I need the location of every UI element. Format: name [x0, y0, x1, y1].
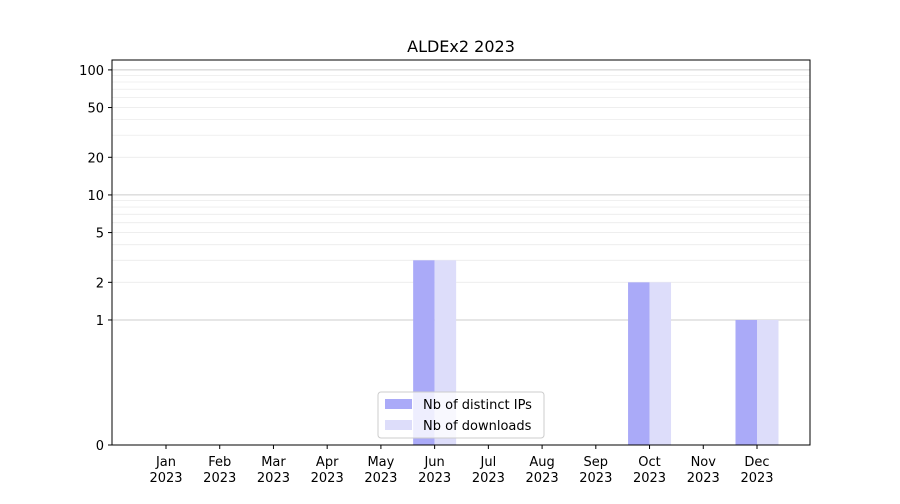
y-tick-label: 2 — [96, 276, 104, 291]
y-tick-label: 20 — [87, 151, 104, 166]
legend-label: Nb of distinct IPs — [423, 398, 532, 413]
x-tick-label-month: Jun — [423, 455, 444, 470]
plot-frame — [111, 59, 811, 446]
x-tick-label-month: Aug — [529, 455, 554, 470]
x-tick-label-year: 2023 — [687, 471, 720, 486]
x-tick-label-month: May — [367, 455, 394, 470]
bar — [757, 319, 779, 445]
x-tick-label-year: 2023 — [149, 471, 182, 486]
x-tick-label-month: Oct — [638, 455, 660, 470]
x-tick-label-year: 2023 — [311, 471, 344, 486]
legend-swatch — [385, 399, 412, 409]
legend-box — [377, 391, 545, 439]
grid-layer — [112, 69, 810, 321]
x-tick-label-month: Mar — [261, 455, 286, 470]
x-tick-label-month: Apr — [316, 455, 339, 470]
x-tick-label-year: 2023 — [472, 471, 505, 486]
x-tick-label-year: 2023 — [579, 471, 612, 486]
chart-title: ALDEx2 2023 — [407, 37, 515, 56]
x-tick-label-year: 2023 — [203, 471, 236, 486]
legend-swatch — [385, 420, 412, 430]
bar — [735, 319, 757, 445]
x-tick-label-year: 2023 — [633, 471, 666, 486]
bar — [649, 282, 672, 445]
x-tick-label-year: 2023 — [418, 471, 451, 486]
y-tick-label: 10 — [87, 189, 104, 204]
x-tick-label-month: Feb — [208, 455, 231, 470]
x-tick-label-year: 2023 — [257, 471, 290, 486]
x-tick-label-month: Jul — [480, 455, 497, 470]
y-tick-label: 0 — [96, 439, 104, 454]
x-tick-label-year: 2023 — [364, 471, 397, 486]
x-tick-label-year: 2023 — [526, 471, 559, 486]
legend-label: Nb of downloads — [423, 419, 532, 434]
x-tick-label-month: Sep — [584, 455, 609, 470]
legend: Nb of distinct IPs Nb of downloads — [377, 391, 545, 439]
y-tick-label: 100 — [79, 64, 104, 79]
x-tick-label-month: Nov — [691, 455, 717, 470]
bar — [628, 282, 650, 445]
x-tick-label-month: Dec — [744, 455, 769, 470]
y-tick-label: 50 — [87, 102, 104, 117]
x-tick-label-month: Jan — [155, 455, 176, 470]
y-tick-label: 5 — [96, 227, 104, 242]
axis-layer: 0125102050100Jan2023Feb2023Mar2023Apr202… — [79, 64, 773, 486]
y-tick-label: 1 — [96, 314, 104, 329]
x-tick-label-year: 2023 — [740, 471, 773, 486]
